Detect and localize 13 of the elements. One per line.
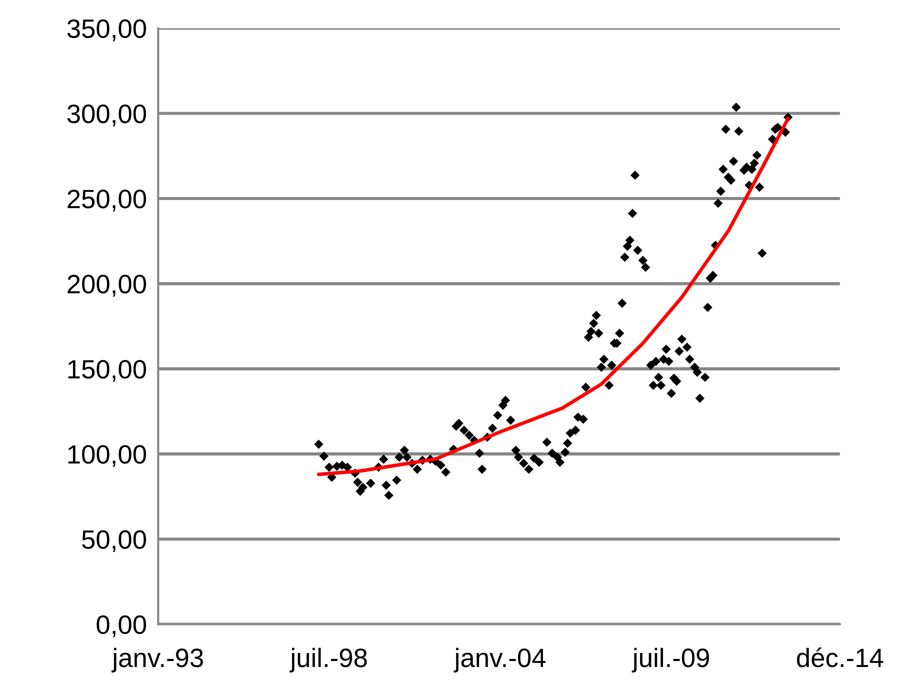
y-tick-label: 200,00: [68, 274, 146, 297]
y-tick-label: 150,00: [68, 360, 146, 382]
y-tick-label: 50,00: [82, 530, 146, 552]
x-tick-label: juil.-98: [290, 648, 367, 672]
y-tick-label: 300,00: [67, 104, 146, 126]
y-tick-label: 100,00: [68, 445, 146, 467]
x-tick-label: juil.-09: [632, 648, 709, 672]
x-tick-label: déc.-14: [797, 648, 884, 668]
x-tick-label: janv.-93: [112, 648, 203, 672]
y-tick-label: 0,00: [96, 615, 146, 638]
y-tick-label: 250,00: [68, 190, 146, 212]
y-tick-label: 350,00: [67, 19, 146, 42]
x-tick-label: janv.-04: [454, 648, 546, 672]
